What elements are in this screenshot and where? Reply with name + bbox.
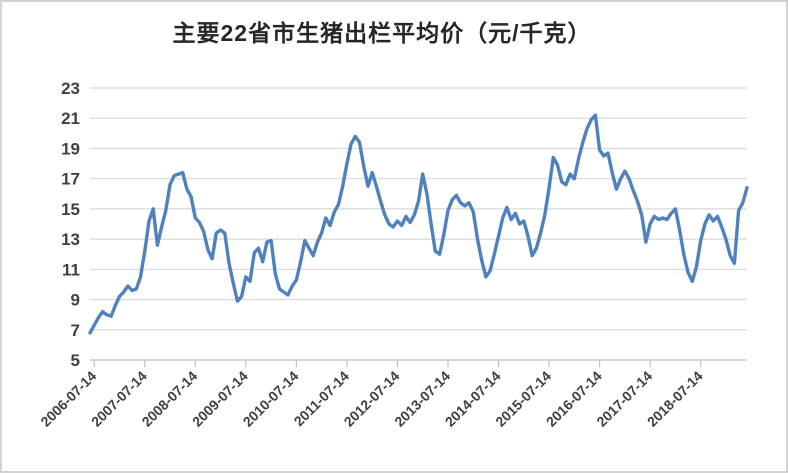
y-axis-tick-label: 21	[61, 109, 80, 128]
price-series-line	[88, 113, 749, 335]
y-axis-tick-label: 11	[62, 260, 80, 279]
chart-title: 主要22省市生猪出栏平均价（元/千克）	[172, 20, 592, 46]
y-axis-tick-label: 17	[61, 170, 80, 189]
y-axis-tick-label: 15	[61, 200, 80, 219]
y-axis-tick-label: 13	[61, 230, 80, 249]
x-axis-tick-label: 2018-07-14	[644, 368, 706, 430]
y-axis-tick-label: 19	[61, 139, 80, 158]
y-axis-tick-label: 5	[71, 351, 80, 370]
y-axis-tick-label: 23	[61, 79, 80, 98]
y-axis-tick-label: 9	[71, 291, 80, 310]
y-axis-tick-label: 7	[71, 321, 80, 340]
